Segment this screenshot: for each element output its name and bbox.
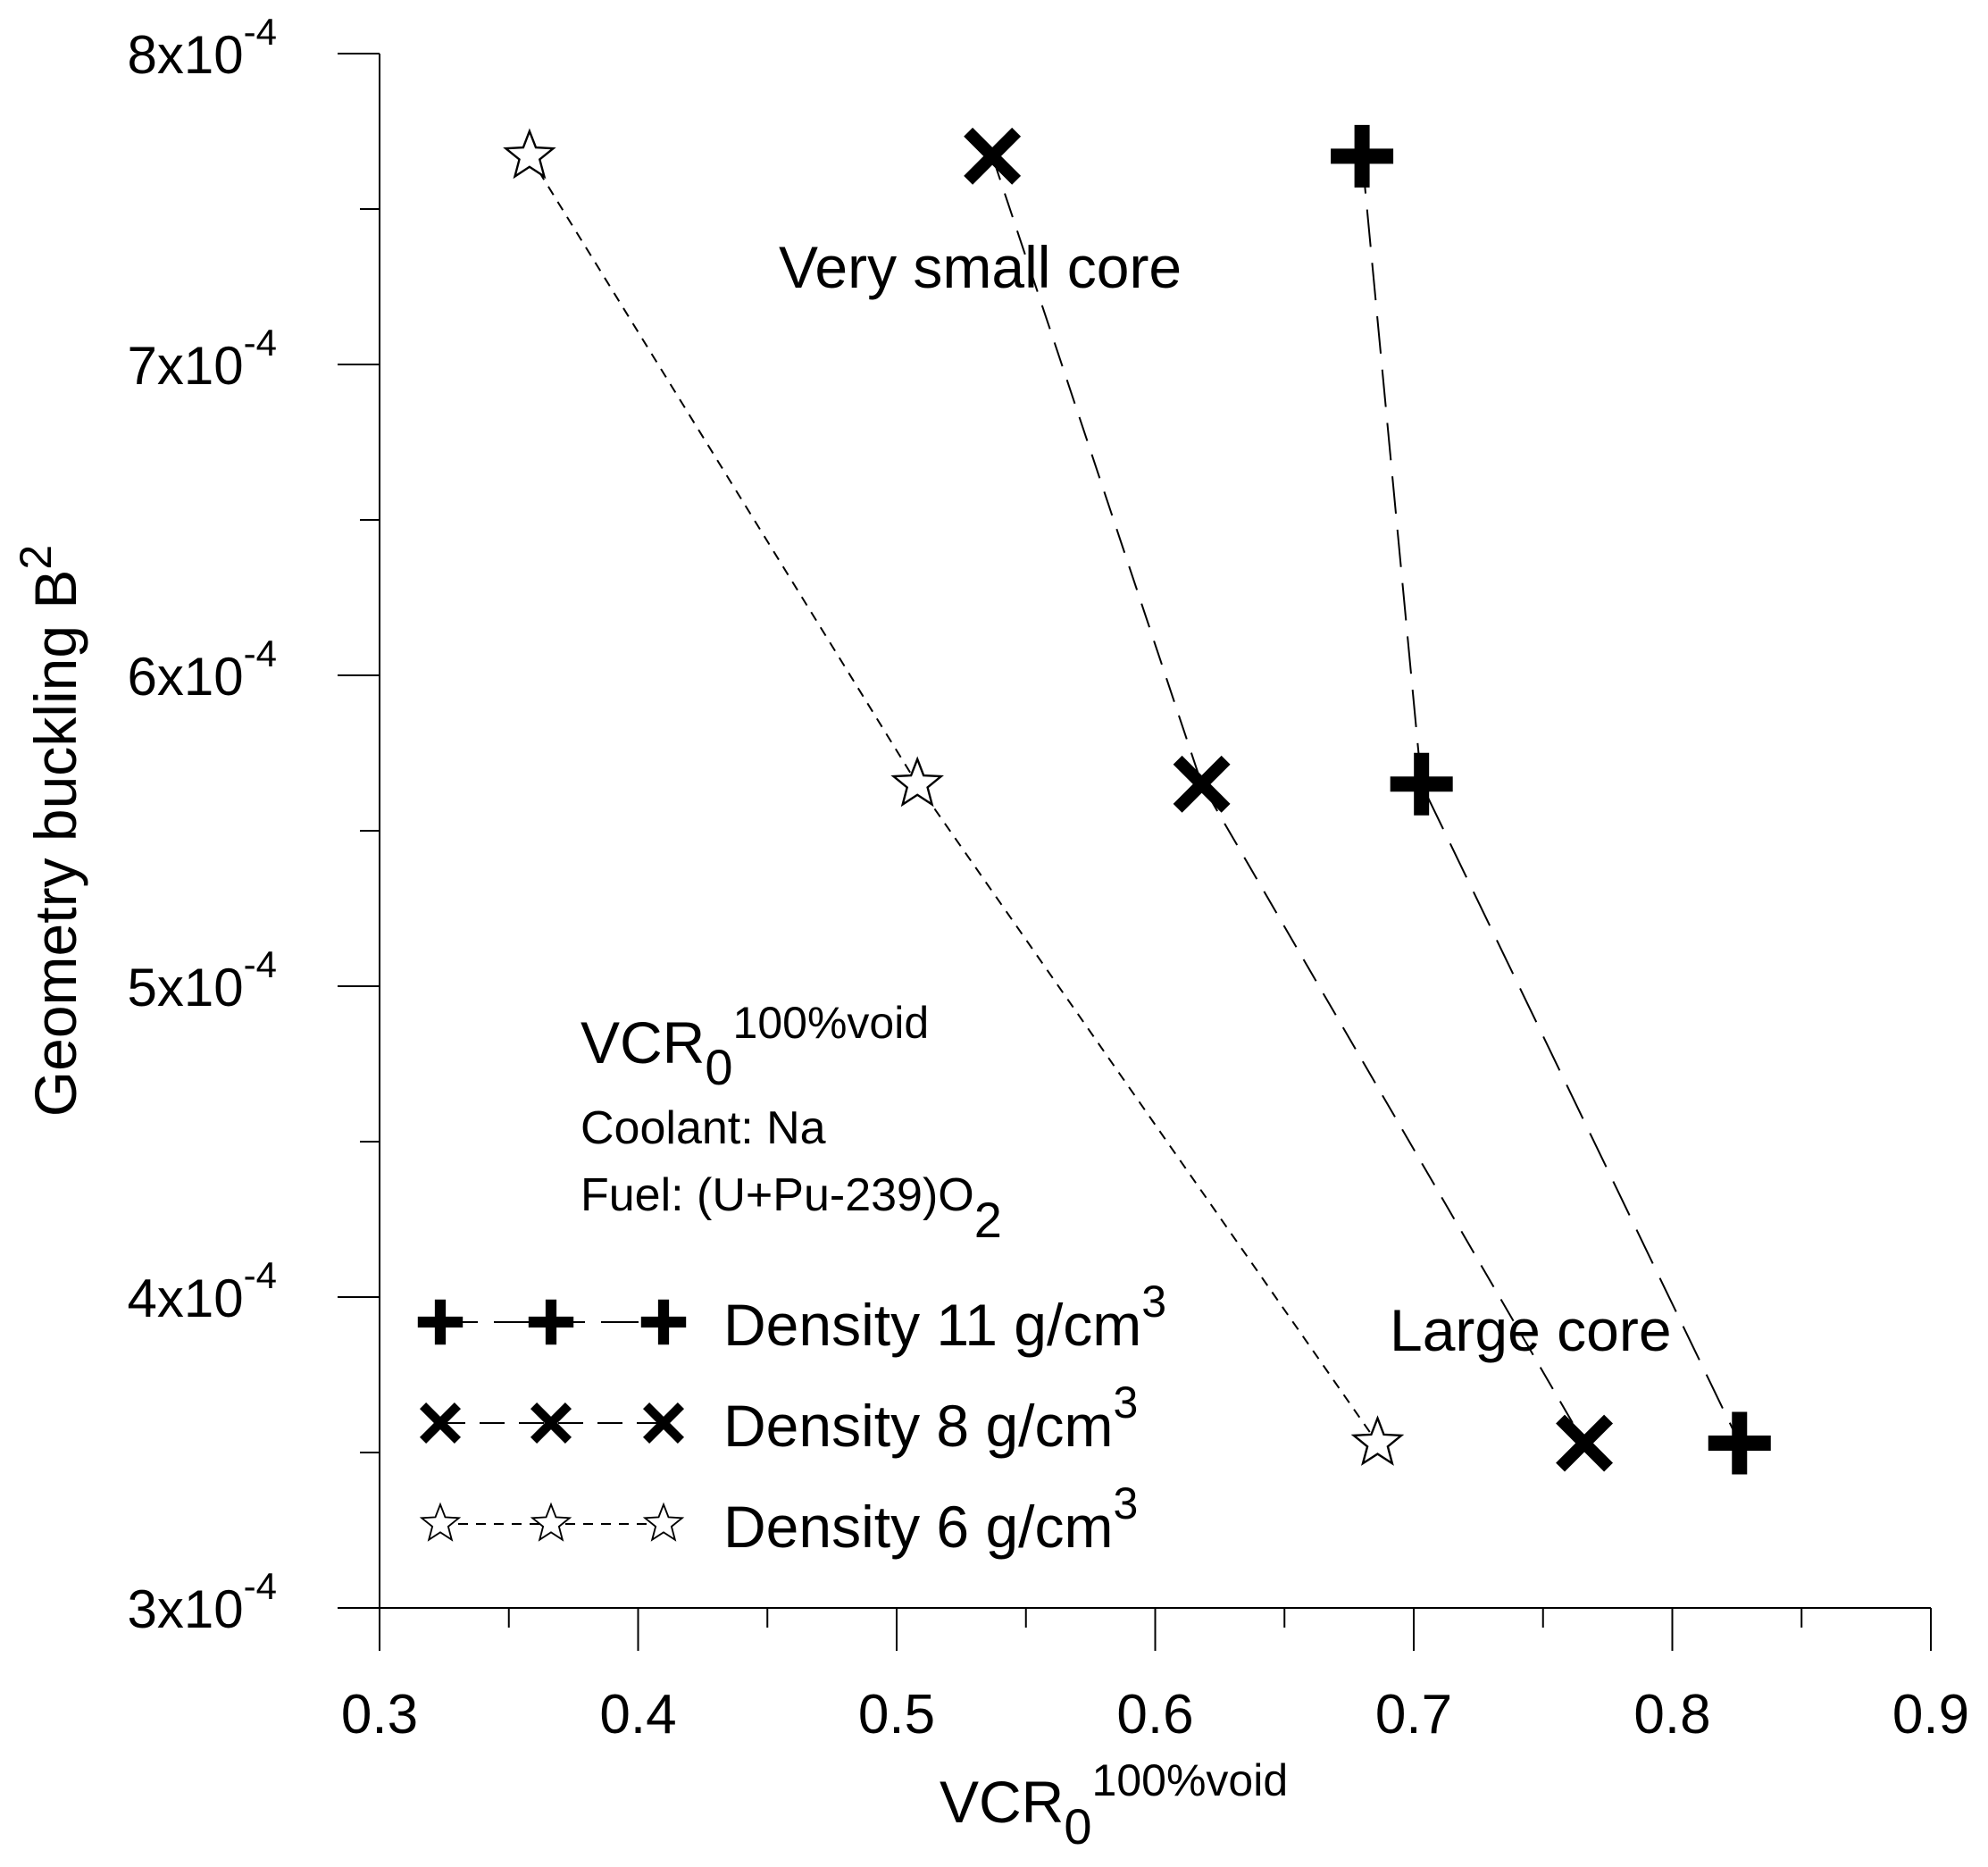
legend-marker-x bbox=[642, 1402, 685, 1444]
y-tick-mantissa: 3x10 bbox=[128, 1579, 244, 1639]
y-tick-label: 4x10-4 bbox=[128, 1254, 277, 1328]
data-point-x bbox=[1556, 1414, 1614, 1472]
info-fuel-main: Fuel: (U+Pu-239)O bbox=[581, 1169, 974, 1221]
y-tick-exponent: -4 bbox=[244, 632, 277, 674]
data-point-plus bbox=[1708, 1411, 1771, 1475]
x-tick-label: 0.7 bbox=[1375, 1684, 1452, 1746]
y-tick-exponent: -4 bbox=[244, 943, 277, 985]
x-tick-label: 0.8 bbox=[1633, 1684, 1710, 1746]
annotation-large-core: Large core bbox=[1390, 1297, 1672, 1363]
data-point-star bbox=[890, 756, 944, 808]
x-tick-label: 0.6 bbox=[1116, 1684, 1193, 1746]
legend-label-text: Density 6 g/cm bbox=[723, 1494, 1113, 1560]
legend-marker-x bbox=[419, 1402, 462, 1444]
tick-labels: 0.3 0.4 0.5 0.6 0.7 0.8 0.93x10-44x10-45x10-46… bbox=[128, 11, 1970, 1746]
x-axis-title: VCR0100%void bbox=[940, 1755, 1288, 1854]
data-point-plus bbox=[1390, 752, 1453, 816]
x-tick-label: 0.9 bbox=[1892, 1684, 1969, 1746]
info-title-main: VCR bbox=[581, 1009, 705, 1076]
y-tick-label: 7x10-4 bbox=[128, 322, 277, 396]
x-axis-title-sub: 0 bbox=[1064, 1798, 1091, 1854]
series-markers bbox=[503, 124, 1771, 1475]
series-line-star bbox=[529, 155, 1379, 1444]
info-coolant: Coolant: Na bbox=[581, 1102, 826, 1154]
ticks bbox=[338, 53, 1932, 1651]
y-tick-label: 5x10-4 bbox=[128, 943, 277, 1017]
legend-label-text: Density 8 g/cm bbox=[723, 1393, 1113, 1459]
info-fuel-sub: 2 bbox=[974, 1192, 1002, 1248]
legend-marker-star bbox=[530, 1502, 572, 1542]
y-tick-mantissa: 4x10 bbox=[128, 1268, 244, 1328]
legend-label-text: Density 11 g/cm bbox=[723, 1292, 1141, 1358]
y-tick-exponent: -4 bbox=[244, 322, 277, 364]
legend-marker-star bbox=[642, 1502, 685, 1542]
info-title-sub: 0 bbox=[705, 1039, 732, 1095]
data-point-x bbox=[1173, 755, 1231, 813]
legend-marker-plus bbox=[640, 1299, 687, 1345]
y-tick-label: 8x10-4 bbox=[128, 11, 277, 85]
legend-marker-plus bbox=[417, 1299, 464, 1345]
legend-label-sup: 3 bbox=[1113, 1478, 1138, 1528]
y-axis-title: Geometry buckling B2 bbox=[11, 545, 88, 1117]
info-fuel: Fuel: (U+Pu-239)O2 bbox=[581, 1169, 1002, 1248]
y-tick-exponent: -4 bbox=[244, 1254, 277, 1296]
y-tick-exponent: -4 bbox=[244, 11, 277, 53]
y-tick-exponent: -4 bbox=[244, 1565, 277, 1607]
x-tick-label: 0.3 bbox=[341, 1684, 418, 1746]
y-tick-mantissa: 6x10 bbox=[128, 647, 244, 707]
y-tick-label: 6x10-4 bbox=[128, 632, 277, 707]
legend-label: Density 8 g/cm3 bbox=[723, 1377, 1138, 1459]
y-tick-mantissa: 5x10 bbox=[128, 958, 244, 1017]
data-point-plus bbox=[1331, 124, 1394, 188]
data-point-star bbox=[503, 128, 556, 180]
legend-label-sup: 3 bbox=[1141, 1277, 1166, 1327]
legend-label: Density 6 g/cm3 bbox=[723, 1478, 1138, 1560]
legend-marker-star bbox=[419, 1502, 462, 1542]
annotation-very-small-core: Very small core bbox=[779, 234, 1182, 300]
x-axis-title-main: VCR bbox=[940, 1769, 1064, 1835]
series-line-x bbox=[991, 155, 1585, 1444]
info-title: VCR0100%void bbox=[581, 998, 929, 1095]
x-axis-title-sup: 100%void bbox=[1092, 1755, 1289, 1805]
y-tick-label: 3x10-4 bbox=[128, 1565, 277, 1639]
info-block: VCR0100%void Coolant: Na Fuel: (U+Pu-239… bbox=[581, 998, 1002, 1248]
legend-label-sup: 3 bbox=[1113, 1377, 1138, 1427]
info-title-sup: 100%void bbox=[733, 998, 930, 1048]
legend-marker-plus bbox=[528, 1299, 574, 1345]
y-axis-title-sup: 2 bbox=[11, 545, 61, 570]
y-tick-mantissa: 7x10 bbox=[128, 336, 244, 396]
legend-label: Density 11 g/cm3 bbox=[723, 1277, 1166, 1358]
legend-marker-x bbox=[530, 1402, 572, 1444]
y-axis-title-main: Geometry buckling B bbox=[22, 570, 88, 1118]
data-point-x bbox=[964, 127, 1022, 185]
x-tick-label: 0.4 bbox=[599, 1684, 676, 1746]
y-tick-mantissa: 8x10 bbox=[128, 25, 244, 85]
series-lines bbox=[529, 155, 1741, 1444]
x-tick-label: 0.5 bbox=[858, 1684, 935, 1746]
data-point-star bbox=[1350, 1415, 1405, 1466]
